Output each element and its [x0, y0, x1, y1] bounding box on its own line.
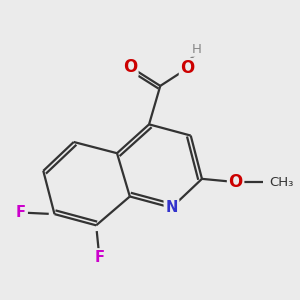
- Text: O: O: [229, 173, 243, 191]
- Text: F: F: [94, 250, 104, 265]
- Text: CH₃: CH₃: [269, 176, 294, 189]
- Text: O: O: [123, 58, 137, 76]
- Text: H: H: [192, 43, 201, 56]
- Text: N: N: [165, 200, 178, 215]
- Text: F: F: [16, 205, 26, 220]
- Text: O: O: [180, 59, 195, 77]
